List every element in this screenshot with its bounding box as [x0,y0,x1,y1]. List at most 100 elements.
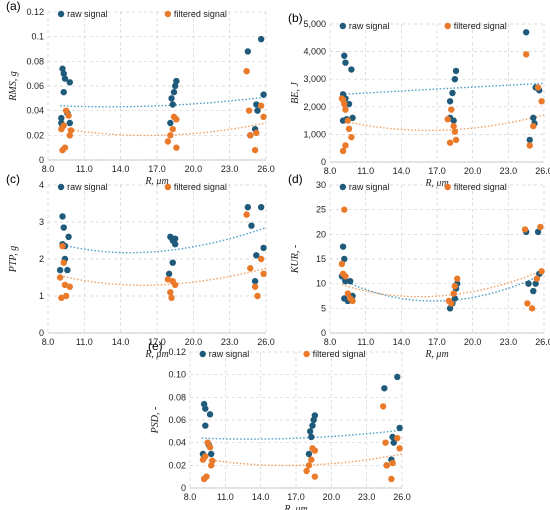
y-tick-label: 0.1 [31,32,44,42]
panel-d: 0 5 10 15 20 25 30 8.0 11.0 14.0 17.0 20.0 23.0 26.0 R… [288,172,550,360]
filtered-signal-point [451,128,459,135]
trend-line [59,226,267,254]
raw-signal-point [56,266,64,274]
panel-c: 0 1 2 3 4 8.0 11.0 14.0 17.0 20.0 23.0 26.0 R, μm PTP… [6,172,275,360]
raw-signal-point [165,270,173,277]
filtered-signal-point [339,147,347,155]
filtered-signal-point [452,136,460,144]
raw-signal-point [59,213,66,220]
y-tick-label: 0.06 [168,415,186,425]
raw-signal-point [202,422,209,429]
panel-label: (c) [6,172,20,186]
raw-signal-point [244,204,252,211]
panel-a: 0 0.02 0.04 0.06 0.08 0.1 0.12 8.0 11.0 14.0 17.0 2… [6,0,275,187]
legend-marker [164,183,172,191]
filtered-signal-point [66,283,74,290]
y-tick-label: 4,000 [303,47,326,57]
raw-signal-point [534,228,542,236]
raw-signal-point [251,278,259,285]
trend-line [341,114,545,132]
raw-signal-point [308,433,315,441]
legend-label: filtered signal [454,21,507,31]
y-tick-label: 0.02 [168,460,186,470]
raw-signal-point [58,114,65,122]
filtered-signal-point [345,125,353,133]
filtered-signal-point [243,68,250,75]
raw-signal-point [396,424,403,432]
filtered-signal-point [257,102,265,109]
x-tick-label: 17.0 [148,164,166,174]
y-tick-label: 1 [39,291,44,301]
raw-signal-point [253,101,260,108]
filtered-signal-point [60,259,67,266]
filtered-signal-point [171,281,179,289]
raw-signal-point [526,136,533,144]
filtered-signal-point [243,211,250,218]
filtered-signal-point [203,473,210,480]
raw-signal-point [169,259,176,266]
x-tick-label: 17.0 [428,337,446,347]
filtered-signal-point [65,112,72,119]
filtered-signal-point [202,453,209,460]
trend-line [201,429,403,440]
raw-signal-point [390,439,397,446]
y-axis-label: RMS, g [8,71,19,101]
raw-signal-point [254,107,261,114]
raw-signal-point [522,29,530,36]
filtered-signal-point [173,116,180,123]
filtered-signal-point [382,439,389,446]
filtered-signal-point [526,142,533,149]
y-axis-label: PTP, g [8,246,19,274]
raw-signal-point [348,66,355,73]
trend-line [341,273,545,302]
raw-signal-point [171,235,179,242]
x-tick-label: 11.0 [357,337,374,347]
legend-label: filtered signal [454,182,507,192]
filtered-signal-point [448,300,455,307]
x-tick-label: 23.0 [500,166,518,176]
filtered-signal-point [247,132,254,139]
y-tick-label: 0.12 [168,347,186,357]
x-tick-label: 14.0 [393,337,411,347]
y-axis-label: KUR, - [290,245,301,274]
raw-signal-point [339,243,347,250]
x-axis-label: R, μm [424,178,448,189]
raw-signal-point [349,114,356,122]
filtered-signal-point [538,268,545,275]
x-tick-label: 8.0 [184,492,197,502]
y-axis-label: BE, J [290,82,301,104]
filtered-signal-point [61,281,69,289]
y-tick-label: 0.06 [26,81,44,91]
x-tick-label: 8.0 [42,337,55,347]
legend-marker [444,22,451,30]
filtered-signal-point [394,434,401,442]
x-tick-label: 17.0 [287,492,305,502]
filtered-signal-point [344,117,352,124]
x-tick-label: 20.0 [185,337,203,347]
legend-marker [164,10,172,18]
raw-signal-point [206,411,214,418]
filtered-signal-point [58,294,65,302]
filtered-signal-point [341,206,348,213]
raw-signal-point [452,67,460,75]
y-tick-label: 3,000 [303,74,326,84]
legend-label: raw signal [67,9,108,19]
filtered-signal-point [524,300,531,307]
x-axis-label: R, μm [283,504,307,510]
y-tick-label: 0 [39,155,44,165]
legend-label: raw signal [349,182,390,192]
y-tick-label: 0 [39,328,44,338]
x-tick-label: 20.0 [185,164,203,174]
filtered-signal-point [245,107,253,114]
x-tick-label: 20.0 [323,492,341,502]
raw-signal-point [309,422,316,429]
x-tick-label: 17.0 [428,166,446,176]
filtered-signal-point [448,106,455,113]
raw-signal-point [260,91,267,98]
x-tick-label: 23.0 [358,492,376,502]
raw-signal-point [60,88,67,96]
filtered-signal-point [167,132,174,139]
filtered-signal-point [338,260,346,268]
filtered-signal-point [311,473,319,480]
